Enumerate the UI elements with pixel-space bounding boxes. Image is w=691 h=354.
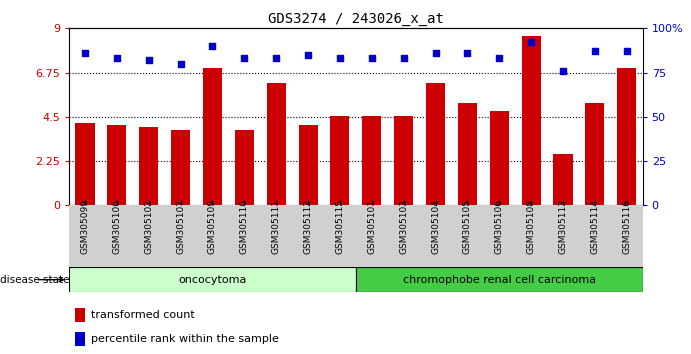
Text: percentile rank within the sample: percentile rank within the sample	[91, 333, 278, 344]
Bar	[299, 125, 318, 205]
Title: GDS3274 / 243026_x_at: GDS3274 / 243026_x_at	[268, 12, 444, 26]
Bar	[585, 103, 605, 205]
Bar	[75, 308, 85, 322]
Point	[303, 52, 314, 58]
Bar	[171, 130, 190, 205]
FancyBboxPatch shape	[356, 267, 643, 292]
Bar	[394, 116, 413, 205]
Bar	[617, 68, 636, 205]
Point	[271, 56, 282, 61]
Bar	[203, 68, 222, 205]
Bar	[75, 332, 85, 346]
Bar	[235, 130, 254, 205]
Text: transformed count: transformed count	[91, 310, 195, 320]
Bar	[522, 36, 540, 205]
Point	[111, 56, 122, 61]
Bar	[75, 123, 95, 205]
Text: chromophobe renal cell carcinoma: chromophobe renal cell carcinoma	[403, 275, 596, 285]
Point	[79, 50, 91, 56]
Point	[239, 56, 250, 61]
Text: oncocytoma: oncocytoma	[178, 275, 247, 285]
Bar	[458, 103, 477, 205]
Point	[366, 56, 377, 61]
Bar	[107, 125, 126, 205]
Bar	[139, 127, 158, 205]
Bar	[553, 154, 573, 205]
Point	[207, 43, 218, 49]
Point	[334, 56, 346, 61]
Text: disease state: disease state	[0, 275, 70, 285]
Point	[558, 68, 569, 74]
Point	[621, 48, 632, 54]
Point	[175, 61, 186, 67]
Point	[398, 56, 409, 61]
Point	[526, 40, 537, 45]
Point	[430, 50, 441, 56]
Bar	[490, 111, 509, 205]
Point	[143, 57, 154, 63]
Point	[493, 56, 504, 61]
Bar	[426, 84, 445, 205]
Bar	[330, 116, 350, 205]
Point	[589, 48, 600, 54]
Bar	[267, 84, 286, 205]
Point	[462, 50, 473, 56]
Bar	[362, 116, 381, 205]
FancyBboxPatch shape	[69, 267, 356, 292]
